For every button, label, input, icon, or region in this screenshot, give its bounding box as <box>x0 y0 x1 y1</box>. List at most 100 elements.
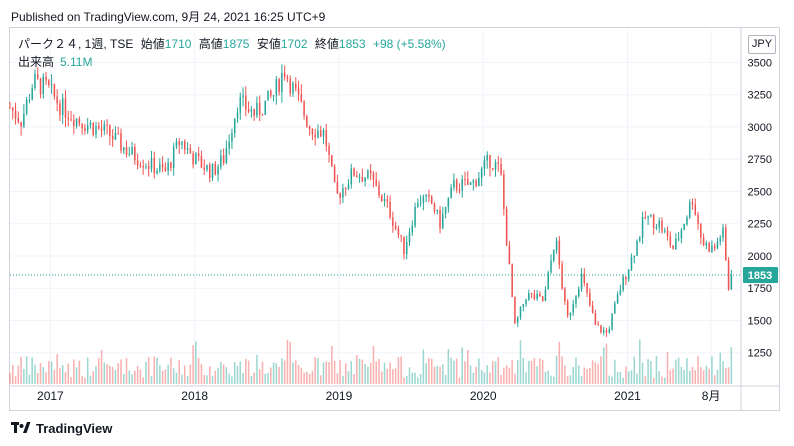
volume-bar <box>630 370 633 384</box>
volume-bar <box>700 367 702 384</box>
volume-bar <box>23 368 25 384</box>
candle-body <box>392 217 394 226</box>
y-tick-label: 3250 <box>748 90 772 102</box>
candle-body <box>541 296 544 301</box>
volume-bar <box>694 370 697 384</box>
candle-body <box>455 180 458 190</box>
volume-bar <box>333 360 336 384</box>
volume-bar <box>195 341 197 384</box>
volume-bar <box>272 362 275 384</box>
volume-bar <box>53 370 56 384</box>
volume-bar <box>675 359 677 384</box>
candle-body <box>186 148 189 150</box>
volume-bar <box>405 375 408 384</box>
candle-body <box>197 153 200 157</box>
volume-bar <box>250 375 253 384</box>
open-value: 1710 <box>164 37 192 51</box>
volume-bar <box>461 347 463 384</box>
candle-body <box>444 207 447 214</box>
volume-bar <box>78 360 81 384</box>
volume-bar <box>419 374 422 384</box>
volume-bar <box>281 358 283 384</box>
volume-bar <box>464 361 466 384</box>
candle-body <box>622 276 624 290</box>
candle-body <box>147 166 150 169</box>
volume-bar <box>109 365 111 384</box>
volume-bar <box>39 363 42 384</box>
candle-body <box>519 306 522 318</box>
candle-body <box>64 98 67 118</box>
candle-body <box>281 72 283 93</box>
volume-bar <box>375 361 377 384</box>
candle-body <box>300 94 303 102</box>
volume-bar <box>688 370 691 384</box>
tradingview-footer[interactable]: TradingView <box>11 421 112 437</box>
volume-bar <box>467 349 469 384</box>
candle-body <box>630 257 633 271</box>
volume-bar <box>705 365 708 384</box>
candle-body <box>383 199 386 201</box>
volume-bar <box>616 372 619 384</box>
currency-button[interactable]: JPY <box>748 35 776 54</box>
volume-bar <box>500 374 502 384</box>
candle-body <box>128 154 131 156</box>
volume-bar <box>577 365 580 384</box>
candle-body <box>602 330 605 333</box>
candle-body <box>375 179 377 186</box>
candle-body <box>419 202 422 204</box>
volume-bar <box>647 359 649 384</box>
candle-body <box>397 228 400 236</box>
ohlc-legend: パーク２４, 1週, TSE 始値1710 高値1875 安値1702 終値18… <box>18 35 450 52</box>
candle-body <box>120 133 122 151</box>
candle-body <box>594 313 597 325</box>
volume-bar <box>514 373 516 384</box>
volume-bar <box>147 357 150 384</box>
y-tick-label: 1250 <box>748 348 772 360</box>
candle-body <box>122 147 125 151</box>
candle-body <box>12 107 14 111</box>
candle-body <box>605 330 608 333</box>
volume-bar <box>36 373 39 384</box>
volume-bar <box>725 368 727 384</box>
candle-body <box>167 162 169 171</box>
candle-body <box>45 76 47 81</box>
volume-bar <box>655 355 658 384</box>
candle-body <box>411 226 414 233</box>
volume-bar <box>403 377 405 384</box>
candle-body <box>566 301 569 316</box>
volume-bar <box>98 358 100 384</box>
candle-body <box>577 289 580 297</box>
volume-bar <box>70 377 72 384</box>
volume-bar <box>297 364 300 384</box>
candle-body <box>503 174 505 209</box>
candle-body <box>211 163 214 179</box>
candle-body <box>178 141 181 145</box>
volume-bar <box>447 349 450 384</box>
volume-bar <box>650 360 652 384</box>
candle-body <box>417 203 419 207</box>
volume-bar <box>458 377 461 384</box>
candle-body <box>67 117 70 120</box>
candle-body <box>145 166 147 168</box>
x-tick-label: 2020 <box>470 389 497 403</box>
volume-bar <box>702 370 705 384</box>
symbol-label[interactable]: パーク２４, 1週, TSE <box>18 37 134 51</box>
candle-body <box>697 214 699 224</box>
volume-bar <box>533 358 536 384</box>
volume-bar <box>569 375 572 384</box>
candle-body <box>136 160 139 166</box>
candle-body <box>514 296 516 323</box>
volume-bar <box>661 376 663 384</box>
volume-bar <box>103 362 106 384</box>
volume-bar <box>131 374 133 384</box>
volume-bar <box>106 364 108 384</box>
candle-body <box>322 130 325 137</box>
candle-body <box>389 201 391 218</box>
volume-bar <box>561 356 563 384</box>
volume-bar <box>430 358 433 384</box>
candle-body <box>636 240 638 256</box>
volume-bar <box>170 357 172 384</box>
candle-body <box>331 154 333 167</box>
candle-body <box>106 124 108 126</box>
